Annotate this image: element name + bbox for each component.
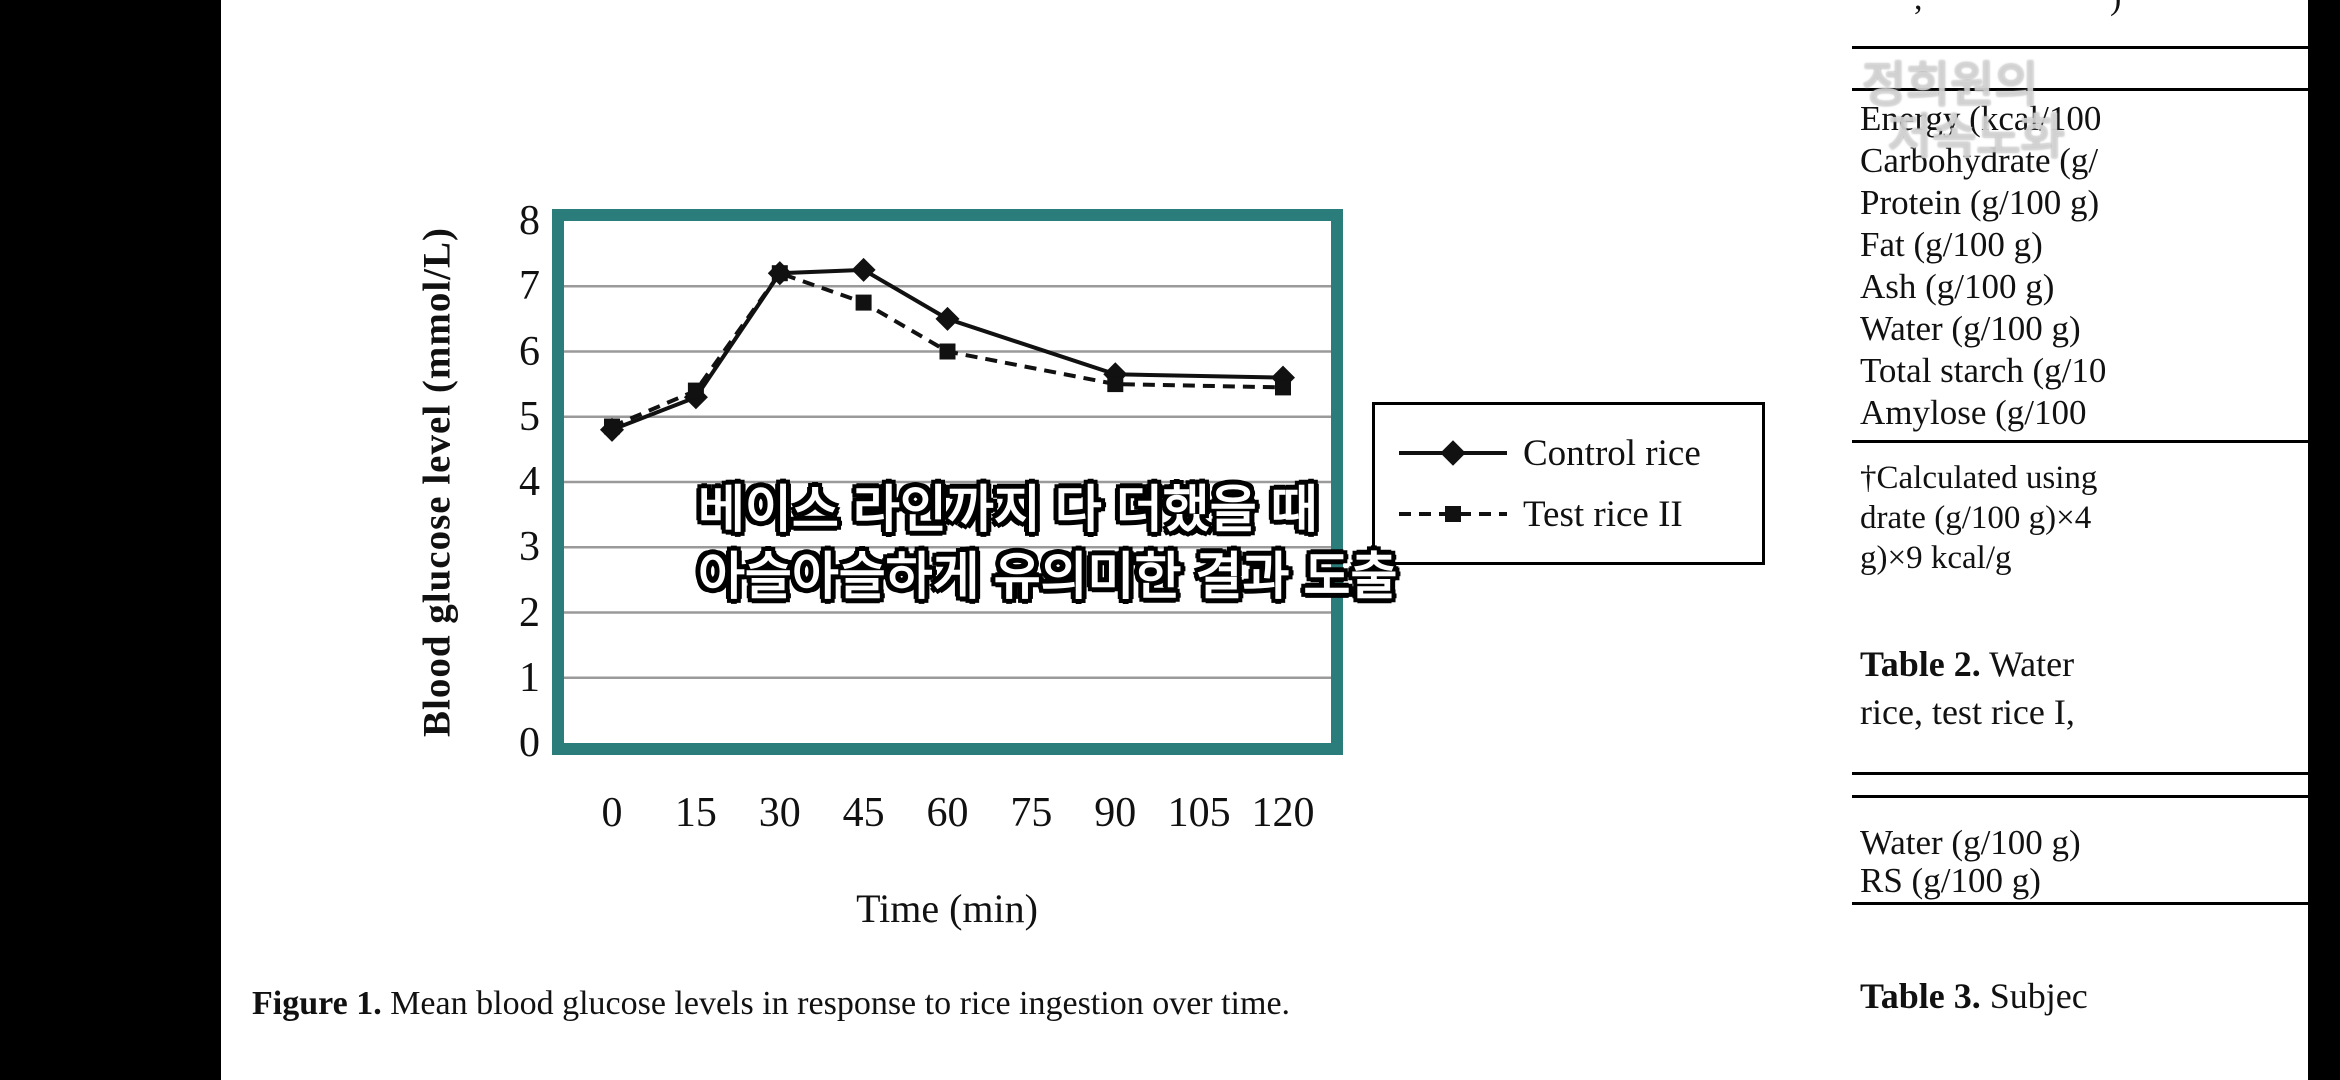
x-tick-label: 15 <box>674 790 717 836</box>
clipped-text-fragment: ) <box>2110 0 2121 18</box>
legend-item-control-rice: Control rice <box>1397 432 1762 475</box>
table1-row: Amylose (g/100 <box>1860 393 2087 432</box>
y-axis-tick-labels: 0 1 2 3 4 5 6 7 8 <box>440 0 540 1080</box>
y-tick-label: 1 <box>519 654 540 701</box>
table1-row: Ash (g/100 g) <box>1860 267 2055 306</box>
table-rule <box>1852 46 2310 49</box>
table-rule <box>1852 440 2310 443</box>
footnote-line: g)×9 kcal/g <box>1860 540 2012 576</box>
x-tick-label: 75 <box>1010 790 1053 836</box>
subtitle-line-2: 아슬아슬하게 유의미한 결과 도출 <box>698 548 1398 605</box>
footnote-line: drate (g/100 g)×4 <box>1860 500 2092 536</box>
table-rule <box>1852 772 2310 775</box>
x-tick-label: 0 <box>601 790 623 836</box>
table2-row: Water (g/100 g) <box>1860 823 2081 862</box>
watermark-line-1: 정희원의 <box>1862 59 2039 112</box>
table1-row: Carbohydrate (g/ <box>1860 141 2099 180</box>
clipped-text-fragment: , <box>1914 0 1923 18</box>
table2-caption-label: Table 2. <box>1860 644 1981 684</box>
subtitle-line-1: 베이스 라인까지 다 더했을 때 <box>698 481 1318 538</box>
y-tick-label: 4 <box>519 459 540 505</box>
y-tick-label: 3 <box>519 524 540 571</box>
paper-column: , ) Energy (kcal/100 Carbohydrate (g/ Pr… <box>1852 0 2310 1080</box>
table2-caption-text: Water <box>1980 644 2075 684</box>
table3-caption: Table 3. Subjec <box>1860 972 2088 1020</box>
x-tick-label: 30 <box>758 790 801 836</box>
y-tick-label: 7 <box>519 263 540 310</box>
table2-row: RS (g/100 g) <box>1860 861 2041 900</box>
chart-svg <box>564 257 1331 680</box>
chart-legend: Control rice Test rice II <box>1372 402 1765 565</box>
x-tick-label: 45 <box>842 790 885 836</box>
table1-row: Water (g/100 g) <box>1860 309 2081 348</box>
table3-caption-text: Subjec <box>1980 976 2088 1016</box>
watermark-line-2: 저속노화 <box>1888 111 2065 164</box>
legend-marker-control-icon <box>1399 440 1507 466</box>
table1-row: Protein (g/100 g) <box>1860 183 2100 222</box>
x-axis-title: Time (min) <box>856 886 1038 931</box>
legend-label-test: Test rice II <box>1523 493 1683 535</box>
table1-row: Total starch (g/10 <box>1860 351 2107 390</box>
chart-plot <box>552 209 1343 755</box>
footnote-line: †Calculated using <box>1860 460 2098 496</box>
legend-item-test-rice: Test rice II <box>1397 493 1762 536</box>
right-letterbox-bar <box>2308 0 2340 1080</box>
y-tick-label: 2 <box>519 589 540 636</box>
y-tick-label: 0 <box>519 720 540 766</box>
legend-marker-test-icon <box>1399 506 1507 522</box>
y-tick-label: 5 <box>519 393 540 440</box>
figure-caption-text: Mean blood glucose levels in response to… <box>381 985 1291 1022</box>
channel-watermark: 정희원의 저속노화 <box>1862 60 2065 164</box>
y-tick-label: 8 <box>519 198 540 244</box>
table-rule <box>1852 902 2310 905</box>
figure-caption-label: Figure 1. <box>252 985 382 1022</box>
left-letterbox-bar <box>0 0 221 1080</box>
table1-row: Energy (kcal/100 <box>1860 99 2102 138</box>
table-rule <box>1852 795 2310 798</box>
legend-label-control: Control rice <box>1523 432 1701 474</box>
table2-caption-line2: rice, test rice I, <box>1860 692 2075 732</box>
figure-caption: Figure 1. Mean blood glucose levels in r… <box>252 985 1552 1023</box>
table2-caption: Table 2. Water <box>1860 640 2074 688</box>
x-tick-label: 120 <box>1251 790 1315 836</box>
x-tick-label: 60 <box>926 790 969 836</box>
table1-row: Fat (g/100 g) <box>1860 225 2043 264</box>
y-tick-label: 6 <box>519 328 540 375</box>
table-rule <box>1852 88 2310 91</box>
subtitle-overlay: 베이스 라인까지 다 더했을 때 아슬아슬하게 유의미한 결과 도출 <box>698 476 1397 610</box>
x-tick-label: 105 <box>1167 790 1231 836</box>
x-tick-label: 90 <box>1094 790 1137 836</box>
table3-caption-label: Table 3. <box>1860 976 1981 1016</box>
